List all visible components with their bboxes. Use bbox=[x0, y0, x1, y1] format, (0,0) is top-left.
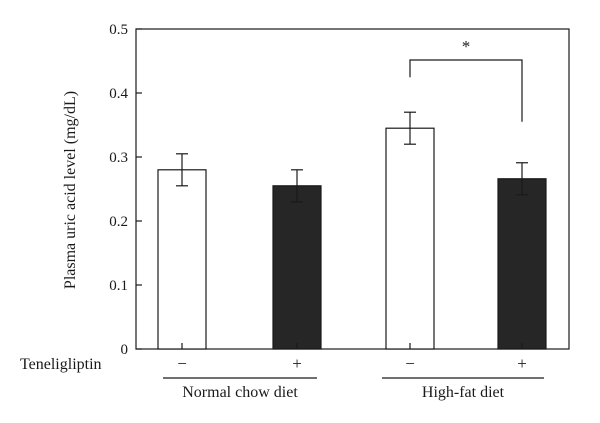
teneligliptin-row-label: Teneligliptin bbox=[20, 356, 102, 373]
y-tick-label: 0 bbox=[121, 342, 129, 358]
y-tick-label: 0.4 bbox=[109, 86, 128, 102]
bar bbox=[497, 178, 547, 350]
y-tick-label: 0.2 bbox=[109, 214, 128, 230]
treatment-sign-label: − bbox=[405, 354, 415, 373]
plot-frame bbox=[135, 28, 570, 350]
group-label: Normal chow diet bbox=[182, 384, 298, 401]
bar bbox=[272, 185, 322, 350]
significance-label: * bbox=[462, 37, 471, 56]
y-tick-label: 0.1 bbox=[109, 278, 128, 294]
bar bbox=[385, 127, 435, 350]
treatment-sign-label: + bbox=[292, 354, 302, 373]
plot-area: 0 0.1 0.2 0.3 0.4 0.5 − + − + Normal chow diet High… bbox=[109, 22, 570, 401]
significance-bracket bbox=[409, 59, 523, 122]
group-label: High-fat diet bbox=[422, 384, 505, 401]
y-axis-label: Plasma uric acid level (mg/dL) bbox=[62, 91, 79, 289]
treatment-sign-label: + bbox=[517, 354, 527, 373]
y-tick-label: 0.3 bbox=[109, 150, 128, 166]
treatment-sign-label: − bbox=[177, 354, 187, 373]
y-tick-label: 0.5 bbox=[109, 22, 128, 38]
bar bbox=[157, 169, 207, 350]
